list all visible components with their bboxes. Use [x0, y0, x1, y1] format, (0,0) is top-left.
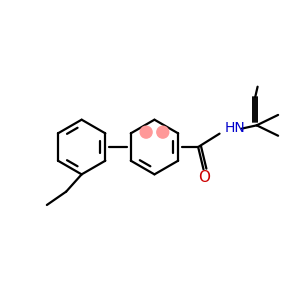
Text: HN: HN [225, 121, 245, 135]
Circle shape [140, 126, 152, 138]
Text: O: O [198, 170, 210, 185]
Circle shape [157, 126, 169, 138]
